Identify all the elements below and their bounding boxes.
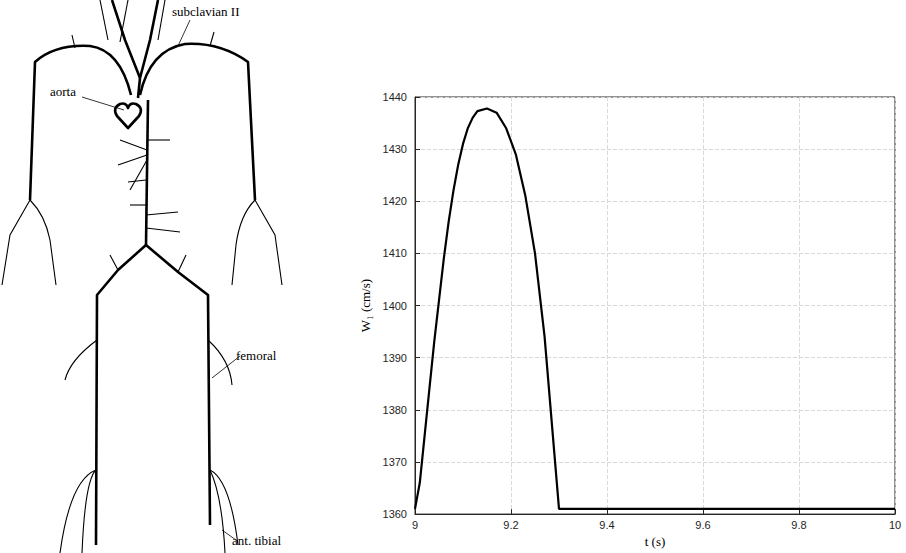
svg-text:1430: 1430 bbox=[383, 143, 407, 155]
svg-text:1420: 1420 bbox=[383, 195, 407, 207]
svg-text:1400: 1400 bbox=[383, 300, 407, 312]
svg-text:1390: 1390 bbox=[383, 352, 407, 364]
svg-text:1440: 1440 bbox=[383, 91, 407, 103]
svg-text:subclavian II: subclavian II bbox=[172, 4, 240, 19]
svg-text:10: 10 bbox=[889, 519, 901, 531]
svg-text:1410: 1410 bbox=[383, 247, 407, 259]
svg-text:W₁ (cm/s): W₁ (cm/s) bbox=[358, 279, 373, 332]
svg-text:9.2: 9.2 bbox=[503, 519, 518, 531]
svg-text:femoral: femoral bbox=[236, 348, 277, 363]
svg-text:1360: 1360 bbox=[383, 508, 407, 520]
svg-text:aorta: aorta bbox=[50, 84, 76, 99]
svg-text:9: 9 bbox=[412, 519, 418, 531]
svg-text:t (s): t (s) bbox=[645, 534, 666, 549]
svg-text:9.6: 9.6 bbox=[695, 519, 710, 531]
svg-text:1370: 1370 bbox=[383, 456, 407, 468]
svg-text:1380: 1380 bbox=[383, 404, 407, 416]
svg-text:9.4: 9.4 bbox=[599, 519, 614, 531]
svg-text:ant. tibial: ant. tibial bbox=[232, 533, 281, 548]
svg-text:9.8: 9.8 bbox=[791, 519, 806, 531]
